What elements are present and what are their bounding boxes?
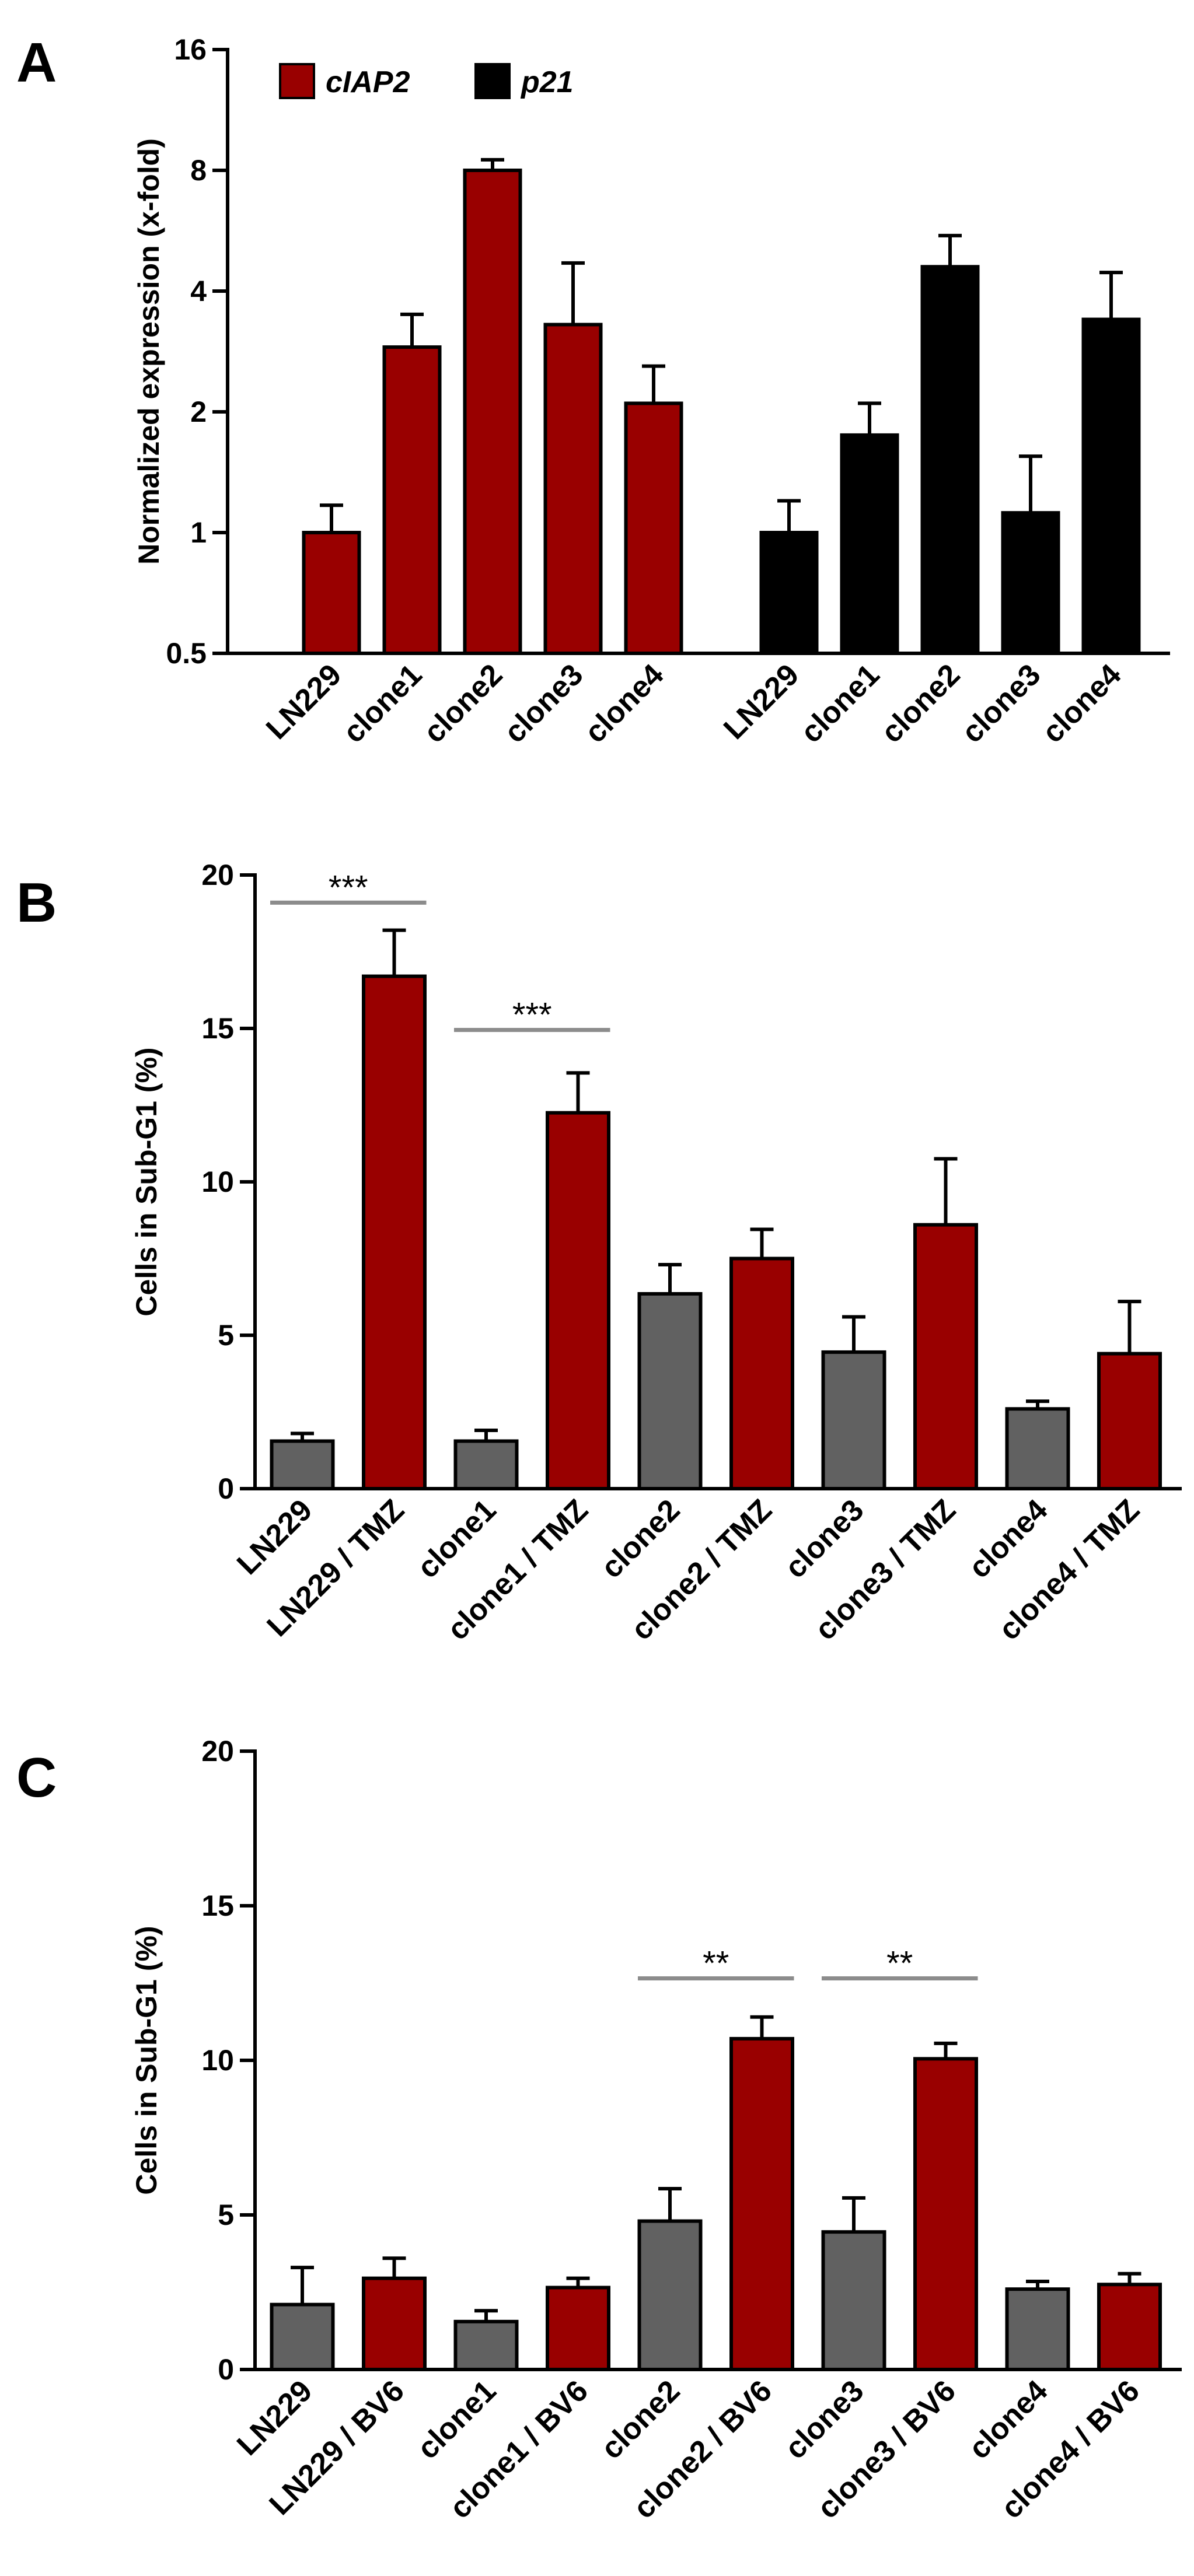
panel-b-bar	[362, 974, 427, 1490]
panel-b-bar	[546, 1111, 610, 1490]
panel-a-y-tick-label: 0.5	[166, 637, 207, 670]
panel-a-p21-bar	[840, 433, 899, 655]
panel-b-bar	[913, 1223, 978, 1490]
panel-b-bar	[729, 1256, 794, 1490]
panel-a-y-tick-label: 2	[190, 396, 207, 428]
panel-b-significance-label: ***	[512, 996, 552, 1034]
panel-a-legend-swatch	[474, 63, 511, 99]
panel-b-bar	[1005, 1407, 1070, 1490]
panel-c-significance-label: **	[703, 1945, 729, 1983]
panel-a-ciap2-bar	[302, 531, 361, 655]
panel-b-y-axis-title: Cells in Sub-G1 (%)	[130, 1047, 163, 1316]
panel-c-bar	[821, 2230, 886, 2371]
panel-a-letter: A	[16, 32, 57, 94]
panel-b-bar	[453, 1439, 519, 1490]
panel-a-y-tick-label: 4	[190, 275, 207, 307]
panel-c-bar	[362, 2276, 427, 2371]
panel-c-y-axis-title: Cells in Sub-G1 (%)	[130, 1926, 163, 2194]
panel-b-y-tick-label: 5	[218, 1319, 234, 1352]
panel-b-bar	[821, 1350, 886, 1490]
panel-c-bar	[453, 2319, 519, 2372]
panel-c-bar	[546, 2286, 610, 2372]
panel-c-y-tick-label: 5	[218, 2199, 234, 2231]
panel-a-legend-label: cIAP2	[326, 65, 410, 99]
panel-a-ciap2-bar	[463, 169, 522, 655]
panel-c-bar	[1005, 2287, 1070, 2371]
panel-b-y-tick-label: 20	[201, 859, 234, 891]
panel-a-y-axis-title: Normalized expression (x-fold)	[132, 138, 165, 565]
panel-c-bar	[913, 2057, 978, 2372]
panel-a-y-tick-label: 8	[190, 154, 207, 187]
panel-c-y-tick-label: 20	[201, 1735, 234, 1768]
panel-c-letter: C	[16, 1746, 57, 1809]
panel-a-p21-bar	[759, 531, 819, 655]
panel-b-y-tick-label: 15	[201, 1012, 234, 1045]
panel-b-y-tick-label: 0	[218, 1472, 234, 1505]
panel-c-bar	[270, 2302, 335, 2371]
panel-c-y-tick-label: 15	[201, 1889, 234, 1922]
panel-b-significance-label: ***	[329, 869, 368, 907]
panel-c-y-tick-label: 0	[218, 2353, 234, 2386]
panel-c-bar	[1097, 2283, 1162, 2371]
panel-c-y-tick-label: 10	[201, 2044, 234, 2077]
panel-a-ciap2-bar	[624, 401, 683, 655]
panel-a-p21-bar	[920, 265, 980, 655]
panel-b-bar	[270, 1439, 335, 1490]
panel-a-ciap2-bar	[382, 345, 442, 655]
panel-a-legend-swatch	[279, 63, 315, 99]
panel-a-y-tick-label: 1	[190, 516, 207, 549]
panel-a-legend-label: p21	[520, 65, 574, 99]
panel-c-significance-label: **	[886, 1945, 913, 1983]
panel-a-p21-bar	[1001, 511, 1060, 655]
panel-a-p21-bar	[1081, 317, 1141, 655]
panel-c-bar	[729, 2036, 794, 2371]
panel-a-y-tick-label: 16	[174, 33, 207, 66]
panel-b-y-tick-label: 10	[201, 1166, 234, 1198]
panel-b-bar	[637, 1292, 703, 1490]
panel-a-ciap2-bar	[543, 323, 603, 655]
panel-c-bar	[637, 2219, 703, 2372]
panel-b-letter: B	[16, 872, 57, 934]
panel-b-bar	[1097, 1352, 1162, 1491]
